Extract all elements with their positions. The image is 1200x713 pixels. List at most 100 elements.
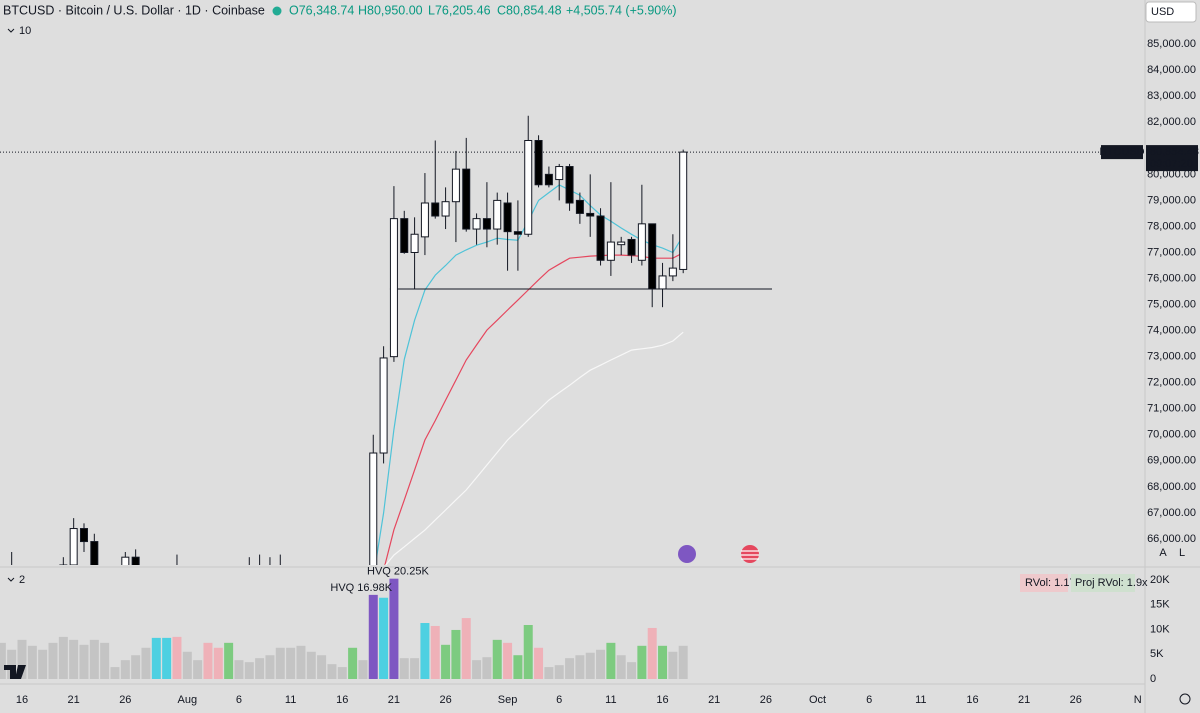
x-tick-label: 21 bbox=[1018, 694, 1030, 706]
candle-body bbox=[389, 218, 398, 358]
y-tick-label: 77,000.00 bbox=[1147, 246, 1196, 258]
axes: 66,000.00 67,000.00 68,000.00 69,000.00 70,0… bbox=[16, 38, 1199, 706]
x-tick-label: 21 bbox=[708, 694, 720, 706]
y-tick-label: 70,000.00 bbox=[1147, 429, 1196, 441]
candle-body bbox=[668, 267, 677, 277]
change: +4,505.74 (+5.90%) bbox=[566, 3, 677, 17]
x-tick-label: 16 bbox=[656, 694, 668, 706]
volume-bar bbox=[193, 660, 203, 679]
volume-bar bbox=[151, 637, 161, 679]
candle-body bbox=[493, 199, 502, 230]
volume-bar bbox=[461, 618, 471, 679]
volume-bar bbox=[213, 647, 223, 679]
volume-bar bbox=[48, 642, 58, 679]
y-tick-label: 78,000.00 bbox=[1147, 220, 1196, 232]
collapse-caret[interactable] bbox=[7, 577, 15, 582]
volume-bar bbox=[27, 645, 37, 679]
candle-body bbox=[90, 541, 99, 565]
candle-body bbox=[534, 139, 543, 186]
volume-bar bbox=[337, 667, 347, 679]
volume-bar bbox=[554, 665, 564, 679]
volume-bar bbox=[131, 655, 141, 679]
volume-bar bbox=[79, 644, 89, 679]
volume-pane-label: 2 bbox=[19, 574, 25, 586]
event-icon[interactable] bbox=[741, 545, 759, 563]
candle-body bbox=[555, 166, 564, 181]
event-icon[interactable] bbox=[678, 545, 696, 563]
candle-body bbox=[513, 231, 522, 235]
y-tick-label: 71,000.00 bbox=[1147, 403, 1196, 415]
candle-body bbox=[420, 202, 429, 238]
candle-body bbox=[637, 223, 646, 261]
volume-bar bbox=[255, 658, 265, 679]
volume-bar bbox=[120, 660, 130, 679]
countdown: 09:07:20 bbox=[1150, 158, 1193, 170]
volume-bar bbox=[658, 645, 668, 679]
y-tick-label: 79,000.00 bbox=[1147, 194, 1196, 206]
high: H80,950.00 bbox=[358, 3, 423, 17]
volume-bar bbox=[0, 642, 6, 679]
volume-bar bbox=[162, 637, 172, 679]
x-tick-label: 11 bbox=[605, 694, 616, 706]
volume-bar bbox=[89, 639, 99, 679]
symbol-badge-text: BTCUSD bbox=[1099, 146, 1144, 158]
x-tick-label: 6 bbox=[866, 694, 872, 706]
y-tick-label: 82,000.00 bbox=[1147, 116, 1196, 128]
currency[interactable]: USD bbox=[1151, 6, 1174, 18]
x-tick-label: Oct bbox=[809, 694, 826, 706]
settings-icon[interactable] bbox=[1179, 693, 1191, 705]
volume-bar bbox=[317, 655, 327, 679]
candle-body bbox=[131, 556, 140, 565]
candle-body bbox=[379, 357, 388, 454]
x-tick-label: 11 bbox=[285, 694, 296, 706]
volume-bar bbox=[647, 627, 657, 679]
y-tick-label: 72,000.00 bbox=[1147, 377, 1196, 389]
moving-average bbox=[384, 252, 684, 565]
symbol-title: BTCUSD · Bitcoin / U.S. Dollar · 1D · Co… bbox=[3, 3, 265, 17]
volume-bar bbox=[451, 629, 461, 679]
candle-body bbox=[575, 199, 584, 214]
volume-bar bbox=[234, 660, 244, 679]
y-tick-label: 73,000.00 bbox=[1147, 351, 1196, 363]
x-tick-label: 26 bbox=[119, 694, 131, 706]
volume-bar bbox=[596, 649, 606, 679]
volume-bar bbox=[575, 655, 585, 679]
volume-bar bbox=[410, 658, 420, 679]
rvol-box bbox=[1020, 574, 1068, 592]
candle-body bbox=[369, 452, 378, 565]
y-tick-label: 69,000.00 bbox=[1147, 455, 1196, 467]
volume-bar bbox=[585, 652, 595, 679]
moving-average bbox=[384, 331, 684, 565]
x-tick-label: 16 bbox=[16, 694, 28, 706]
price-badge bbox=[1146, 145, 1198, 172]
volume-bar bbox=[399, 658, 409, 679]
candle-body bbox=[462, 168, 471, 230]
volume-bar bbox=[523, 624, 533, 679]
candle-body bbox=[482, 218, 491, 230]
currency-button[interactable] bbox=[1145, 1, 1197, 23]
volume-bar bbox=[100, 642, 110, 679]
volume-bar bbox=[565, 658, 575, 679]
volume-bar bbox=[420, 623, 430, 679]
candle-body bbox=[648, 223, 657, 290]
y-tick-label: 80,000.00 bbox=[1147, 168, 1196, 180]
x-tick-label: 11 bbox=[915, 694, 926, 706]
candle-body bbox=[410, 233, 419, 253]
candle-body bbox=[679, 151, 688, 270]
volume-bar bbox=[606, 642, 616, 679]
volume-bar bbox=[306, 651, 316, 679]
auto-scale[interactable]: A bbox=[1159, 547, 1167, 559]
volume-bar bbox=[503, 642, 513, 679]
candle-body bbox=[617, 241, 626, 246]
log-scale[interactable]: L bbox=[1179, 547, 1185, 559]
candle-body bbox=[400, 218, 409, 253]
volume-bar bbox=[286, 647, 296, 679]
volume-bar bbox=[244, 662, 254, 679]
x-tick-label: N bbox=[1134, 694, 1142, 706]
x-tick-label: 26 bbox=[439, 694, 451, 706]
collapse-caret[interactable] bbox=[7, 28, 15, 33]
volume-bar bbox=[348, 647, 358, 679]
volume-bar bbox=[513, 655, 523, 679]
x-tick-label: 16 bbox=[336, 694, 348, 706]
